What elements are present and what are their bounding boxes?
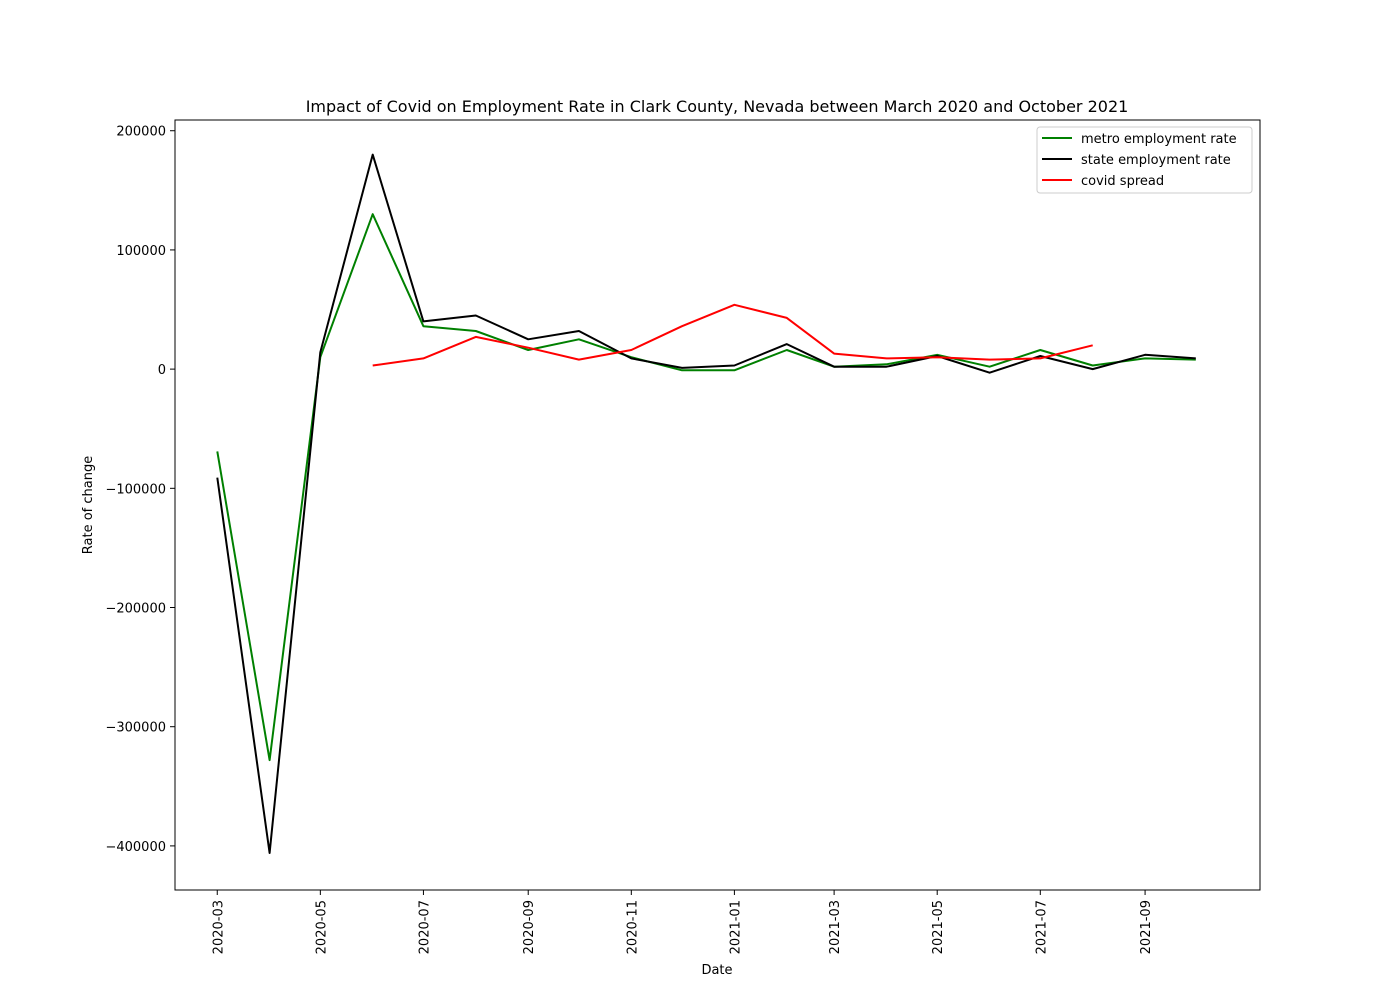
plot-area-background: [175, 120, 1260, 890]
x-tick-label: 2021-05: [931, 900, 946, 954]
series-line-metro-employment-rate: [216, 213, 1196, 762]
legend-label: state employment rate: [1081, 153, 1231, 168]
legend-label: metro employment rate: [1081, 132, 1237, 147]
x-tick-label: 2020-09: [522, 900, 537, 954]
x-tick-label: 2021-03: [828, 900, 843, 954]
y-tick-label: 0: [158, 363, 166, 378]
plot-frame: [174, 119, 1261, 891]
y-axis-label: Rate of change: [81, 456, 96, 554]
y-tick-label: −300000: [105, 721, 166, 736]
y-axis: 200000 100000 0 −100000 −200000 −300000 −40000…: [105, 125, 175, 855]
legend-label: covid spread: [1081, 174, 1164, 189]
x-axis: 2020-03 2020-05 2020-07 2020-09 2020-11 2021-…: [211, 890, 1154, 954]
y-tick-label: −100000: [105, 482, 166, 497]
series-layer: [216, 153, 1196, 854]
y-tick-label: −200000: [105, 602, 166, 617]
x-tick-label: 2020-07: [417, 900, 432, 954]
chart-title: Impact of Covid on Employment Rate in Cl…: [306, 97, 1129, 116]
y-tick-label: −400000: [105, 840, 166, 855]
series-line-covid-spread: [372, 303, 1093, 367]
legend-box: [1036, 126, 1253, 194]
legend: metro employment rate state employment ra…: [1036, 126, 1253, 194]
x-tick-label: 2021-07: [1034, 900, 1049, 954]
x-tick-label: 2021-09: [1139, 900, 1154, 954]
x-axis-label: Date: [701, 963, 732, 978]
y-tick-label: 100000: [116, 244, 166, 259]
y-tick-label: 200000: [116, 125, 166, 140]
x-tick-label: 2021-01: [728, 900, 743, 954]
x-tick-label: 2020-03: [211, 900, 226, 954]
x-tick-label: 2020-05: [314, 900, 329, 954]
x-tick-label: 2020-11: [625, 900, 640, 954]
